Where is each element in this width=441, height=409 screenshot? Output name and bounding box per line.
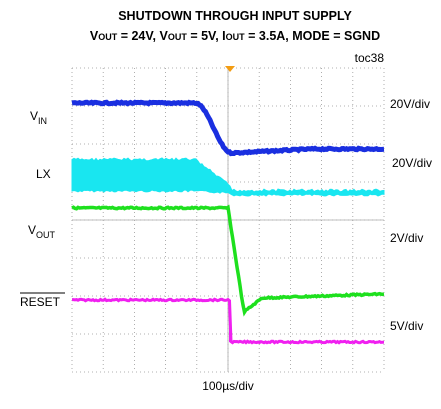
- subtitle-sub: OUT: [98, 32, 118, 42]
- vin-trace: [71, 99, 385, 157]
- figure-tag: toc38: [355, 51, 385, 65]
- channel-scale: 20V/div: [390, 97, 430, 111]
- scope-grid: [71, 67, 385, 373]
- channel-label: VIN: [30, 109, 47, 126]
- channel-sub: IN: [38, 116, 47, 126]
- subtitle-part: = 24V, V: [117, 29, 168, 43]
- vout-trace: [71, 204, 385, 317]
- lx-trace: [71, 157, 385, 197]
- channel-scale: 2V/div: [390, 231, 423, 245]
- subtitle-part: V: [90, 29, 99, 43]
- channel-name: V: [30, 109, 38, 123]
- time-scale: 100µs/div: [202, 379, 254, 393]
- channel-label: RESET: [20, 295, 61, 309]
- channel-label: LX: [36, 167, 51, 181]
- subtitle-sub: OUT: [226, 32, 246, 42]
- waveforms: [71, 99, 385, 345]
- subtitle-sub: OUT: [168, 32, 188, 42]
- channel-label: VOUT: [28, 223, 56, 240]
- channel-scale: 20V/div: [392, 156, 432, 170]
- channel-name: V: [28, 223, 36, 237]
- subtitle-part: = 3.5A, MODE = SGND: [245, 29, 380, 43]
- channel-scale: 5V/div: [390, 319, 423, 333]
- reset-trace: [72, 297, 385, 345]
- trigger-marker: [225, 66, 235, 72]
- subtitle-part: = 5V, I: [187, 29, 226, 43]
- subtitle: VOUT = 24V, VOUT = 5V, IOUT = 3.5A, MODE…: [90, 29, 380, 43]
- title: SHUTDOWN THROUGH INPUT SUPPLY: [118, 9, 352, 23]
- channel-sub: OUT: [36, 230, 56, 240]
